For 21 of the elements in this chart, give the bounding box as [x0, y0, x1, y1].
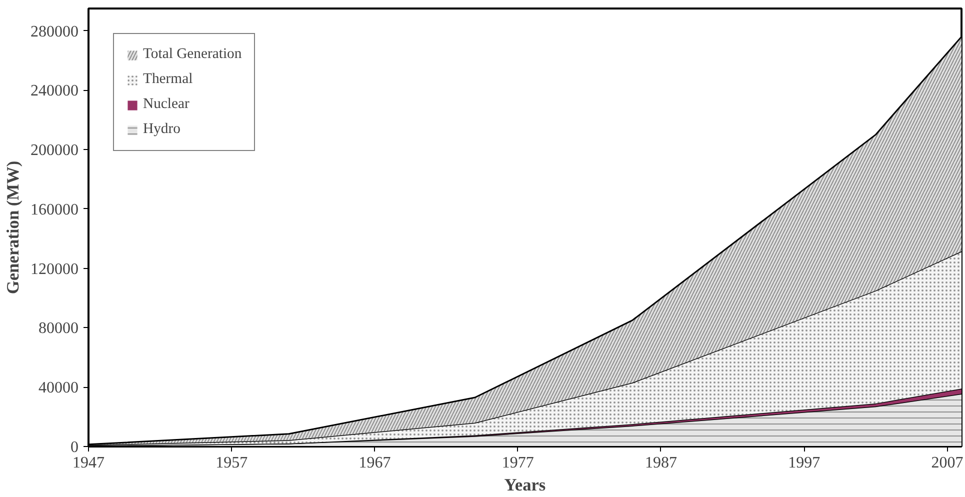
legend-label: Hydro	[143, 121, 180, 138]
x-tick-label: 1957	[216, 454, 248, 472]
y-tick-label: 160000	[30, 201, 78, 218]
y-tick-label: 0	[70, 439, 78, 456]
x-axis-title: Years	[504, 476, 546, 494]
legend-label: Total Generation	[143, 46, 242, 63]
y-tick-label: 280000	[30, 23, 78, 40]
x-tick-label: 1977	[502, 454, 534, 472]
y-axis-title: Generation (MW)	[4, 160, 22, 294]
y-tick-label: 240000	[30, 82, 78, 100]
x-tick-label: 1987	[644, 454, 677, 472]
y-tick-label: 40000	[38, 380, 78, 397]
y-tick-label: 80000	[38, 320, 78, 338]
y-tick-label: 120000	[30, 260, 78, 278]
x-tick-label: 2007	[931, 454, 964, 472]
x-tick-label: 1967	[358, 454, 391, 472]
y-tick-label: 200000	[30, 142, 78, 160]
legend-label: Nuclear	[143, 96, 190, 113]
legend-label: Thermal	[143, 71, 193, 88]
x-tick-label: 1947	[72, 454, 104, 472]
x-tick-label: 1997	[788, 454, 820, 472]
